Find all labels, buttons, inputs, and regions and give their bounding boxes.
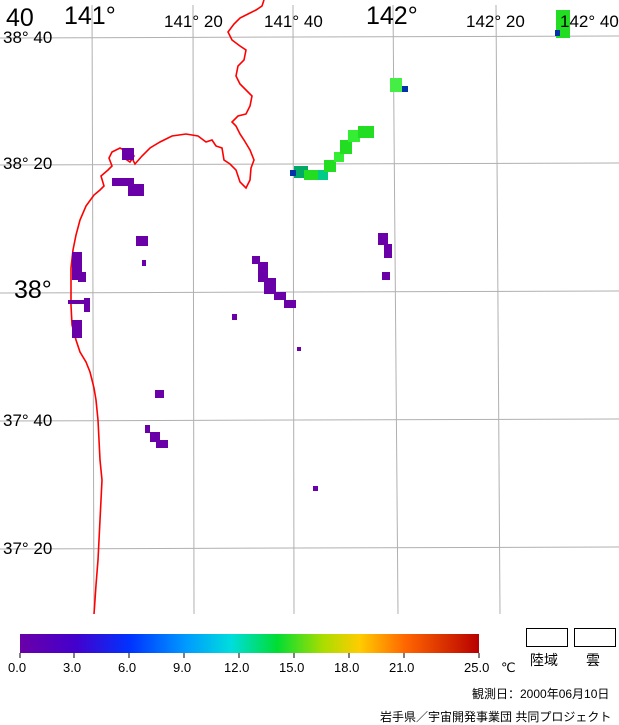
- sst-patch: [290, 170, 296, 176]
- meridian-141-00: [91, 4, 95, 615]
- sst-patch: [555, 30, 560, 36]
- colorbar-label-6: 6.0: [118, 660, 137, 675]
- sst-patch: [252, 256, 260, 264]
- sst-patch: [264, 278, 276, 294]
- credit-line: 岩手県／宇宙開発事業団 共同プロジェクト: [380, 710, 612, 724]
- sst-patch: [402, 86, 408, 92]
- parallel-38-20: [0, 162, 619, 166]
- sst-patch: [297, 347, 301, 351]
- sst-patch: [84, 298, 90, 312]
- colorbar-label-18: 18.0: [334, 660, 360, 675]
- sst-patch: [334, 152, 344, 162]
- colorbar-label-0: 0.0: [8, 660, 27, 675]
- colorbar: [20, 634, 479, 653]
- colorbar-label-12: 12.0: [224, 660, 250, 675]
- sst-patch: [155, 390, 164, 398]
- colorbar-label-21: 21.0: [389, 660, 415, 675]
- meridian-142-00: [392, 4, 399, 615]
- parallel-38-00: [0, 290, 619, 294]
- lat-label-38-40: 38° 40: [3, 28, 53, 47]
- sst-patch: [284, 300, 296, 308]
- lon-label-142-40: 142° 40: [560, 12, 619, 31]
- colorbar-label-15: 15.0: [279, 660, 305, 675]
- sst-patch: [156, 440, 168, 448]
- sst-patch: [72, 252, 82, 280]
- lon-label-141-40: 141° 40: [264, 12, 323, 31]
- legend-land-swatch: [526, 628, 568, 647]
- sst-patch: [145, 425, 150, 433]
- sst-patch: [390, 78, 402, 92]
- meridian-141-20: [192, 4, 195, 615]
- sst-patch: [324, 160, 336, 172]
- sst-patch: [258, 262, 268, 282]
- lon-label-141-20: 141° 20: [164, 12, 223, 31]
- parallel-37-20: [0, 546, 619, 550]
- sst-warm-patches: [290, 10, 570, 180]
- sst-patch: [142, 260, 146, 266]
- coastline-sendai-bay: [70, 0, 265, 615]
- observation-date: 観測日：2000年06月10日: [472, 687, 610, 701]
- sst-patch: [112, 178, 134, 186]
- sst-patch: [304, 170, 320, 180]
- legend-land-label: 陸域: [530, 652, 558, 668]
- coastline: [70, 0, 265, 615]
- parallel-38-40: [0, 35, 619, 39]
- lat-label-37-40: 37° 40: [3, 411, 53, 430]
- colorbar-unit: ℃: [501, 660, 516, 675]
- sst-patch: [78, 272, 86, 282]
- legend-cloud-swatch: [574, 628, 616, 647]
- graticule: [0, 4, 619, 615]
- sst-patch: [382, 272, 390, 280]
- lat-label-38-20: 38° 20: [3, 154, 53, 173]
- legend-cloud-label: 雲: [586, 652, 600, 668]
- sst-patch: [122, 148, 134, 160]
- colorbar-label-3: 3.0: [63, 660, 82, 675]
- parallel-37-40: [0, 418, 619, 422]
- sst-patch: [72, 320, 82, 338]
- sst-patch: [313, 486, 318, 491]
- colorbar-ticks: [19, 653, 480, 658]
- sst-patch: [348, 130, 360, 142]
- sst-patch: [358, 126, 374, 138]
- lon-label-142-20: 142° 20: [466, 12, 525, 31]
- sst-patch: [136, 236, 148, 246]
- lat-label-38-00: 38°: [14, 276, 52, 304]
- sst-patch: [150, 432, 160, 442]
- meridian-142-20: [495, 4, 501, 615]
- sst-patch: [128, 184, 144, 196]
- sst-patch: [340, 140, 352, 154]
- lat-label-37-20: 37° 20: [3, 539, 53, 558]
- sst-patch: [384, 244, 392, 258]
- colorbar-label-25: 25.0: [464, 660, 490, 675]
- sst-patch: [274, 292, 286, 300]
- sst-cold-patches: [68, 148, 392, 491]
- meridian-141-40: [292, 4, 295, 615]
- lon-label-141-00: 141°: [64, 2, 116, 30]
- colorbar-label-9: 9.0: [173, 660, 192, 675]
- sst-patch: [318, 170, 328, 180]
- lon-label-left-cut: 40: [6, 4, 34, 32]
- sst-patch: [232, 314, 237, 320]
- lon-label-142-00: 142°: [366, 2, 418, 30]
- sst-patch: [378, 233, 388, 245]
- sst-patch: [68, 300, 90, 304]
